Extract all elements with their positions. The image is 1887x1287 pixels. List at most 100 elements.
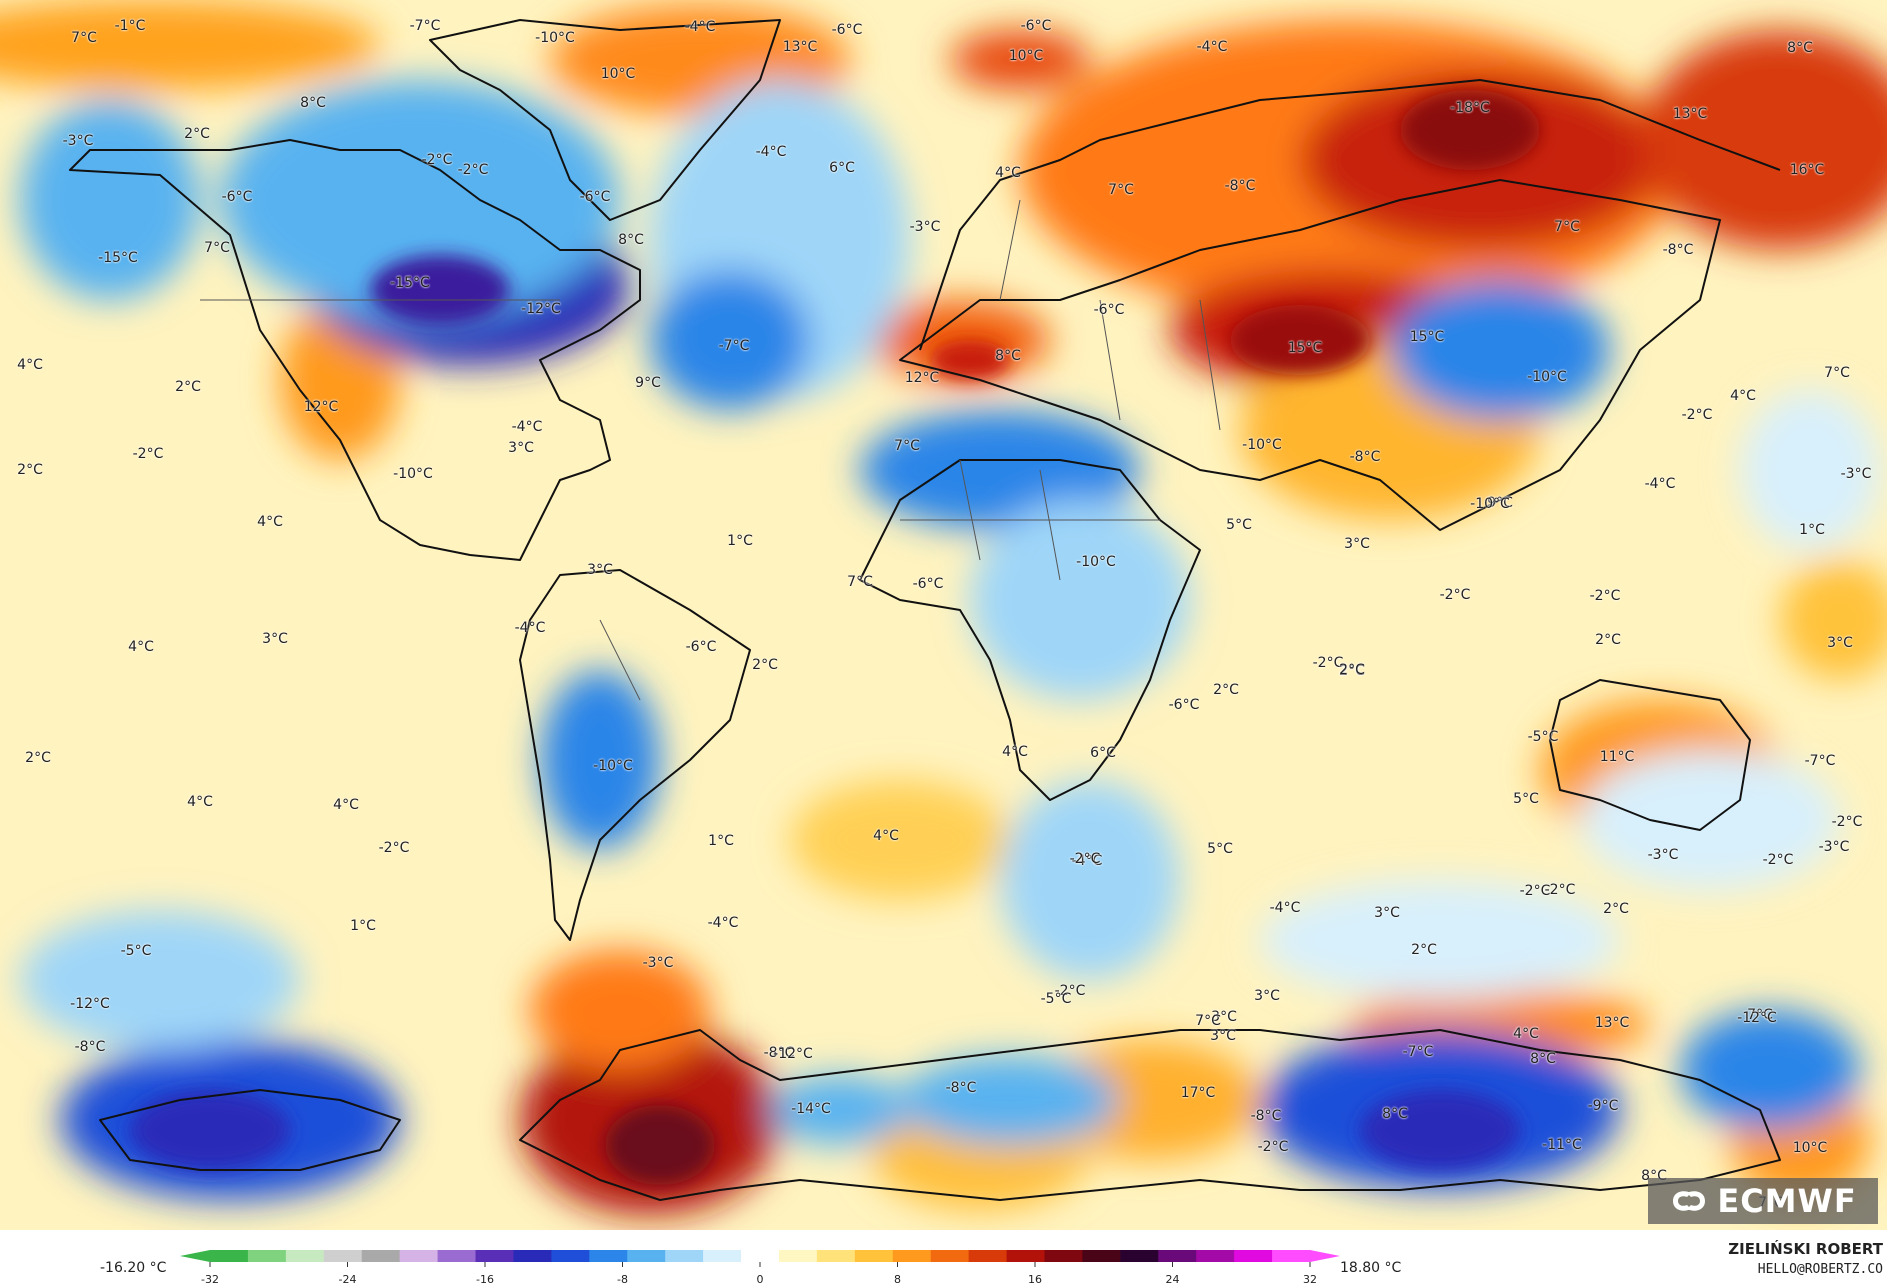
temperature-label: -6°C <box>1020 18 1052 34</box>
temperature-label: 3°C <box>1374 905 1400 921</box>
coastlines <box>69 19 1781 1201</box>
temperature-label: 2°C <box>17 462 43 478</box>
temperature-label: -2°C <box>378 840 410 856</box>
temperature-label: -2°C <box>421 152 453 168</box>
colorbar-max-arrow <box>1310 1250 1340 1262</box>
temperature-label: 4°C <box>257 514 283 530</box>
temperature-label: 5°C <box>1513 791 1539 807</box>
temperature-label: -2°C <box>1681 407 1713 423</box>
temperature-label: 2°C <box>1339 662 1365 678</box>
author-name: ZIELIŃSKI ROBERT <box>1728 1240 1883 1258</box>
temperature-label: -4°C <box>1269 900 1301 916</box>
temperature-label: 1°C <box>727 533 753 549</box>
colorbar-segment <box>323 1250 363 1262</box>
temperature-label: 3°C <box>1827 635 1853 651</box>
temperature-label: -4°C <box>514 620 546 636</box>
temperature-label: 3°C <box>262 631 288 647</box>
temperature-label: -2°C <box>1831 814 1863 830</box>
temperature-label: 11°C <box>1599 749 1635 765</box>
temperature-label: 13°C <box>1594 1015 1630 1031</box>
colorbar-segment <box>437 1250 477 1262</box>
temperature-label: 4°C <box>873 828 899 844</box>
colorbar-segment <box>627 1250 666 1262</box>
temperature-label: -7°C <box>409 18 441 34</box>
temperature-labels: 7°C -1°C -7°C -10°C -4°C 13°C -6°C -6°C 10°C -4°C… <box>17 18 1872 1211</box>
temperature-label: -8°C <box>1662 242 1694 258</box>
colorbar-segment <box>1272 1250 1311 1262</box>
colorbar-segment <box>854 1250 894 1262</box>
temperature-label: -7°C <box>1402 1044 1434 1060</box>
temperature-label: 2°C <box>1213 682 1239 698</box>
temperature-label: 8°C <box>995 348 1021 364</box>
colorbar-segment <box>930 1250 970 1262</box>
temperature-label: -2°C <box>132 446 164 462</box>
temperature-label: -2°C <box>1589 588 1621 604</box>
temperature-label: -5°C <box>1527 729 1559 745</box>
legend-min-label: -16.20 °C <box>100 1260 167 1276</box>
temperature-label: -6°C <box>221 189 253 205</box>
temperature-label: -10°C <box>1470 496 1510 512</box>
colorbar-segment <box>285 1250 325 1262</box>
temperature-label: -6°C <box>831 22 863 38</box>
colorbar-segment <box>399 1250 439 1262</box>
temperature-label: -6°C <box>912 576 944 592</box>
temperature-label: 5°C <box>1207 841 1233 857</box>
temperature-label: -6°C <box>1168 697 1200 713</box>
temperature-label: -3°C <box>642 955 674 971</box>
temperature-label: 7°C <box>1824 365 1850 381</box>
temperature-label: 3°C <box>508 440 534 456</box>
temperature-label: -3°C <box>909 219 941 235</box>
temperature-label: -12°C <box>70 996 110 1012</box>
temperature-label: -3°C <box>1840 466 1872 482</box>
temperature-label: 4°C <box>995 165 1021 181</box>
temperature-label: 12°C <box>904 370 940 386</box>
temperature-label: -8°C <box>1224 178 1256 194</box>
temperature-label: 1°C <box>708 833 734 849</box>
temperature-label: 7°C <box>204 240 230 256</box>
temperature-label: 7°C <box>1747 1007 1773 1023</box>
colorbar-segment <box>1082 1250 1121 1262</box>
colorbar <box>180 1250 1340 1267</box>
temperature-label: -7°C <box>1804 753 1836 769</box>
colorbar-segment <box>816 1250 856 1262</box>
temperature-label: -3°C <box>1818 839 1850 855</box>
map-canvas <box>0 0 1887 1230</box>
temperature-label: -2°C <box>1054 983 1086 999</box>
temperature-label: 1°C <box>1799 522 1825 538</box>
temperature-label: 7°C <box>847 574 873 590</box>
colorbar-segment <box>703 1250 742 1262</box>
temperature-label: 4°C <box>1002 744 1028 760</box>
temperature-label: -4°C <box>1644 476 1676 492</box>
temperature-label: 4°C <box>187 794 213 810</box>
temperature-label: -18°C <box>1450 100 1490 116</box>
colorbar-segment <box>1234 1250 1273 1262</box>
temperature-label: -4°C <box>707 915 739 931</box>
colorbar-tick-label: 32 <box>1303 1273 1317 1286</box>
temperature-label: 7°C <box>1554 219 1580 235</box>
temperature-anomaly-map: 7°C -1°C -7°C -10°C -4°C 13°C -6°C -6°C 10°C -4°C… <box>0 0 1887 1230</box>
temperature-label: -4°C <box>511 419 543 435</box>
temperature-label: -8°C <box>1250 1108 1282 1124</box>
temperature-label: 4°C <box>17 357 43 373</box>
temperature-label: 4°C <box>128 639 154 655</box>
temperature-label: 1°C <box>350 918 376 934</box>
temperature-label: -2°C <box>1762 852 1794 868</box>
colorbar-tick-label: 8 <box>894 1273 901 1286</box>
ecmwf-logo: ECMWF <box>1648 1178 1878 1224</box>
temperature-label: 8°C <box>1530 1051 1556 1067</box>
temperature-label: -8°C <box>945 1080 977 1096</box>
temperature-label: -3°C <box>62 133 94 149</box>
temperature-label: 15°C <box>1409 329 1445 345</box>
temperature-label: -4°C <box>1071 853 1103 869</box>
temperature-label: 3°C <box>587 562 613 578</box>
temperature-label: -6°C <box>579 189 611 205</box>
temperature-label: 16°C <box>1789 162 1825 178</box>
colorbar-tick-label: -16 <box>476 1273 494 1286</box>
temperature-label: 2°C <box>175 379 201 395</box>
temperature-label: -10°C <box>393 466 433 482</box>
temperature-label: -6°C <box>1093 302 1125 318</box>
colorbar-segment <box>892 1250 932 1262</box>
temperature-label: -8°C <box>74 1039 106 1055</box>
temperature-label: 13°C <box>782 39 818 55</box>
colorbar-segment <box>247 1250 287 1262</box>
